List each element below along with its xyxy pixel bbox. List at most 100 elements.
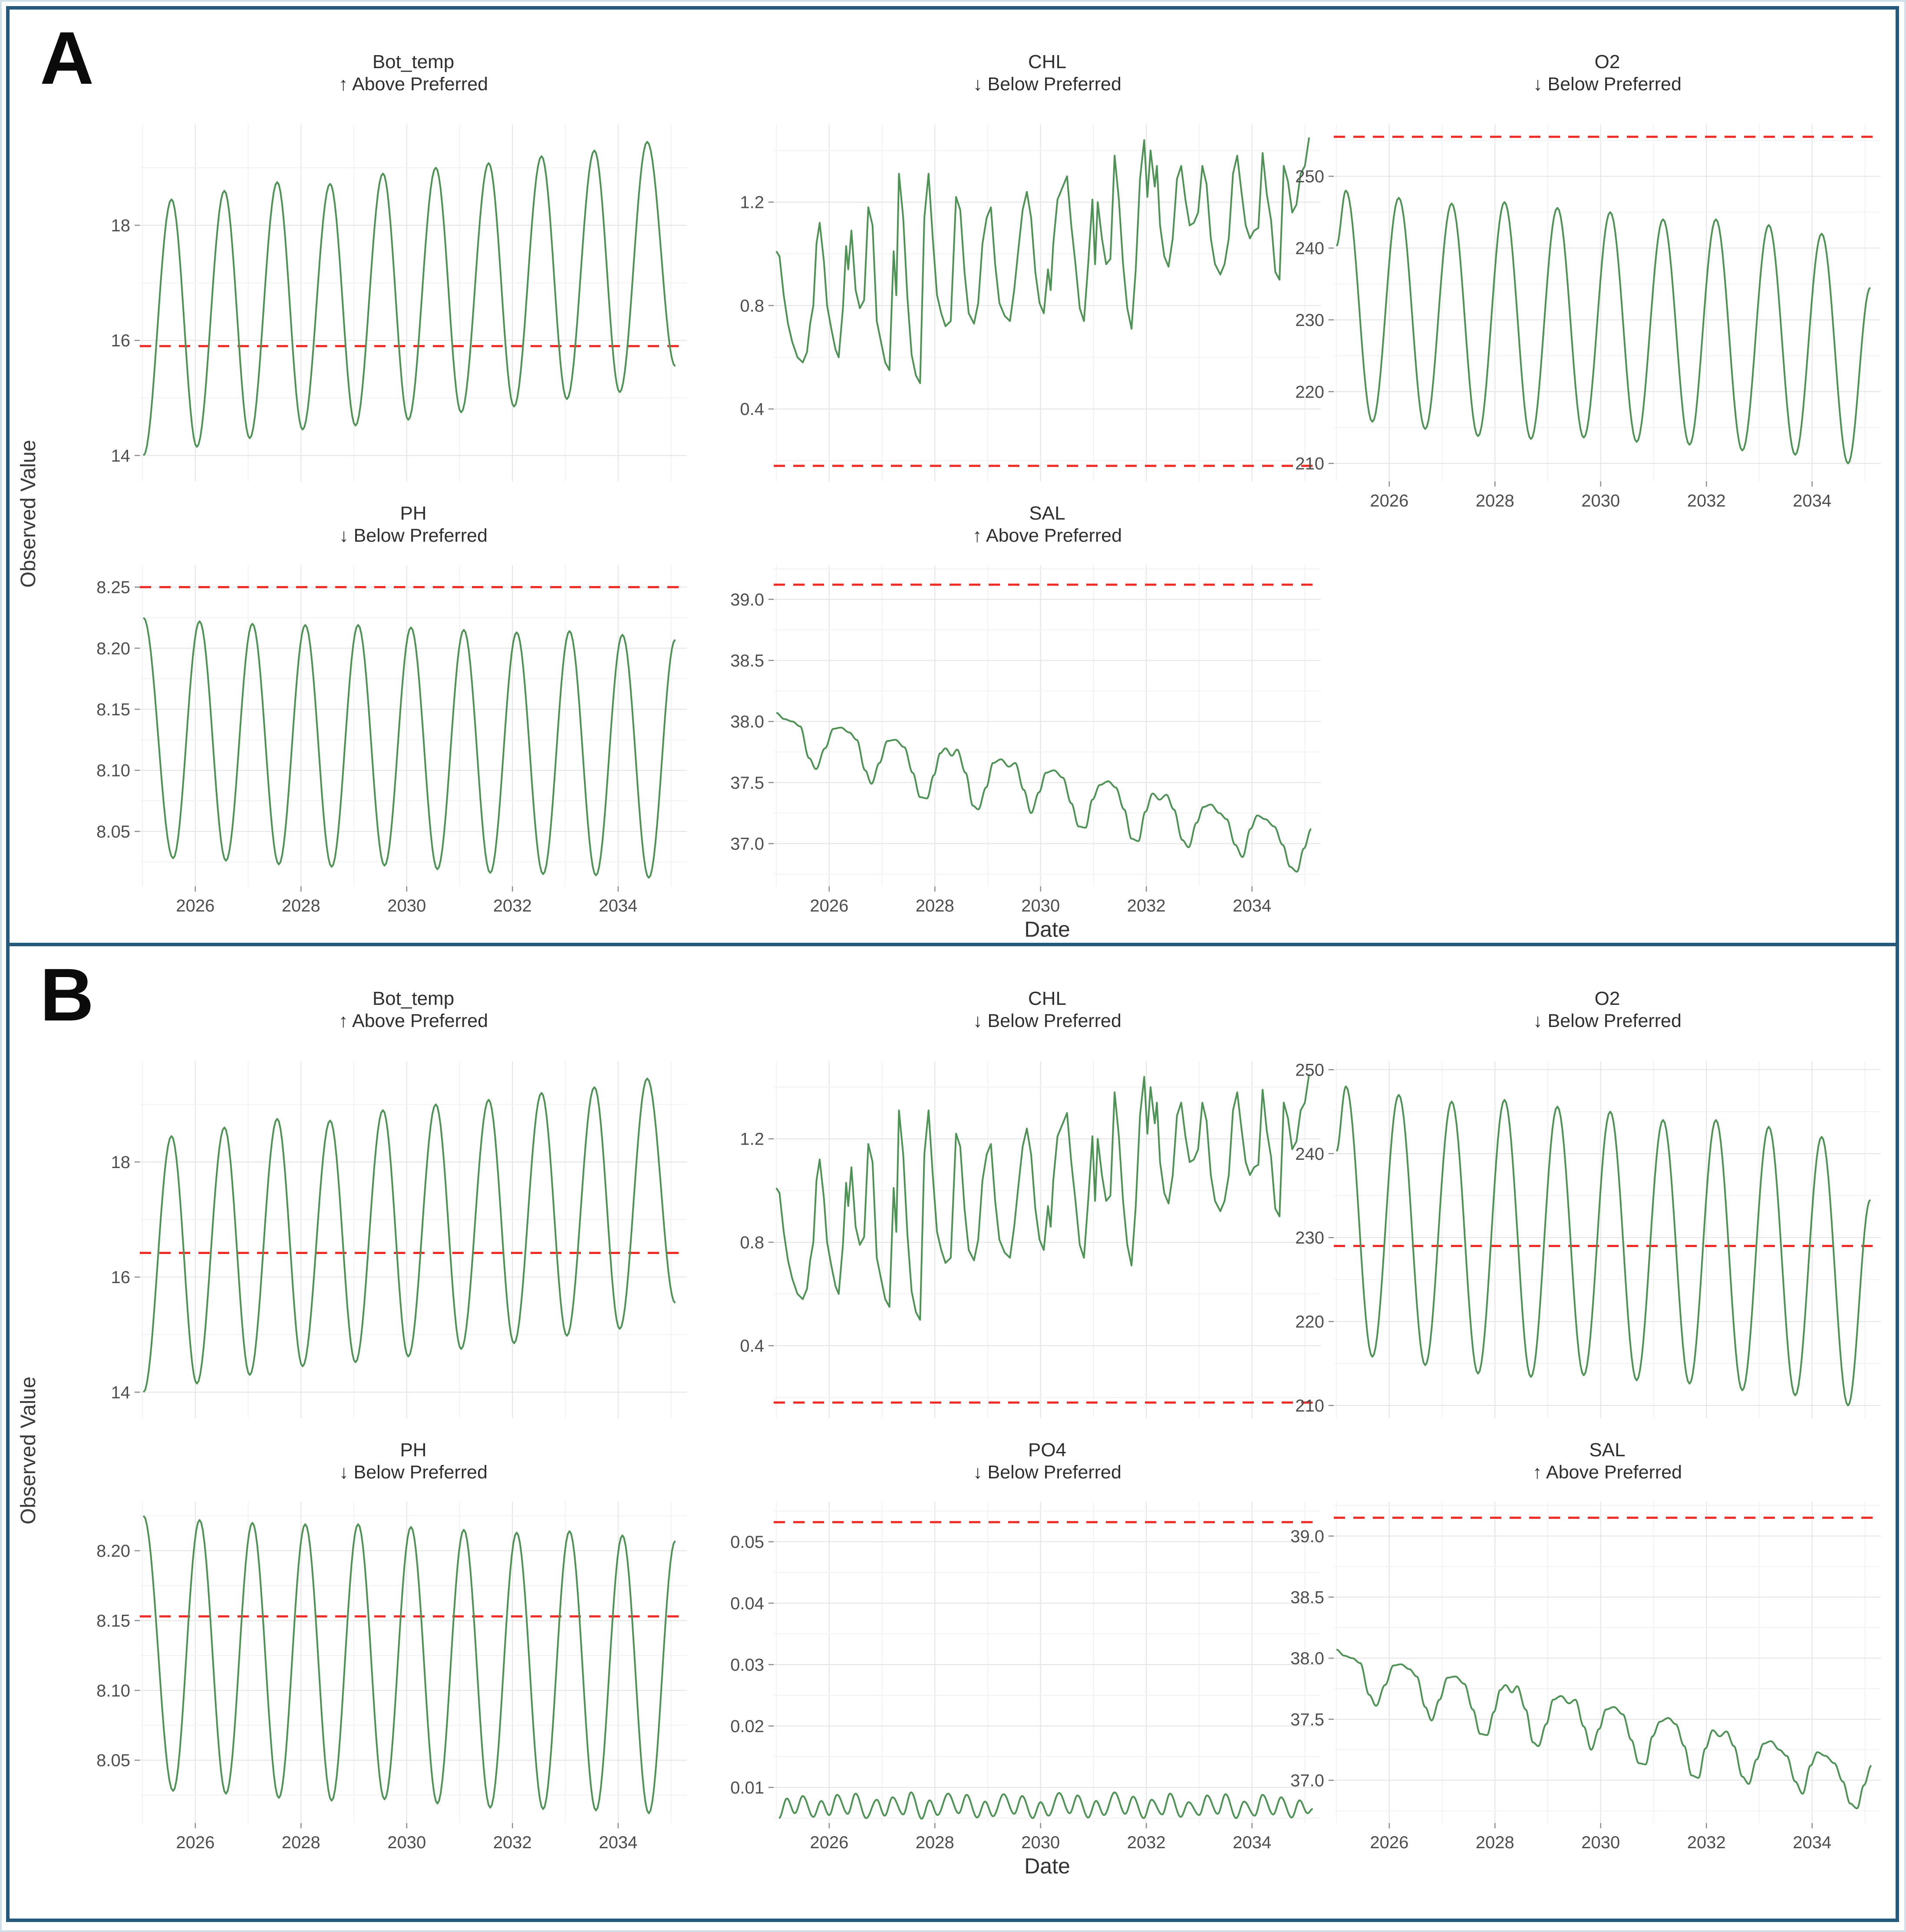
y-tick-label: 0.05 [730, 1533, 764, 1552]
chart-a-o2: 210 220 230 240 250 2026 2028 2030 2032 2034 [1295, 125, 1881, 510]
subplot-title-o2-b: O2 ↓ Below Preferred [1334, 987, 1881, 1032]
y-tick-label: 18 [111, 1153, 131, 1172]
series-line-o2 [1336, 1086, 1871, 1406]
subplot-threshold-direction-text: ↑ Above Preferred [972, 525, 1122, 546]
subplot-threshold-direction-text: ↑ Above Preferred [338, 1010, 488, 1031]
subplot-threshold-direction-text: ↑ Above Preferred [338, 73, 488, 95]
y-tick-label: 0.01 [730, 1778, 764, 1797]
y-tick-label: 8.15 [96, 1611, 130, 1630]
y-tick-label: 39.0 [1290, 1527, 1324, 1546]
y-tick-label: 37.5 [1290, 1710, 1324, 1729]
y-tick-label: 8.20 [96, 639, 130, 658]
y-tick-label: 8.10 [96, 761, 130, 780]
x-tick-label: 2026 [810, 896, 848, 915]
x-tick-label: 2028 [916, 896, 954, 915]
subplot-threshold-direction-text: ↓ Below Preferred [1533, 73, 1682, 95]
y-tick-label: 38.0 [730, 712, 764, 731]
subplot-title-text: CHL [1028, 988, 1067, 1009]
series-line-ph [142, 1515, 676, 1814]
panel-a-label: A [40, 16, 94, 100]
y-tick-label: 0.8 [740, 296, 764, 316]
x-tick-label: 2032 [1687, 491, 1726, 510]
chart-b-o2: 210 220 230 240 250 [1295, 1060, 1881, 1418]
x-tick-label: 2028 [282, 896, 320, 915]
series-line-sal [1336, 1649, 1872, 1810]
y-tick-label: 8.10 [96, 1681, 130, 1700]
subplot-threshold-direction-text: ↓ Below Preferred [339, 1461, 488, 1483]
y-tick-label: 14 [111, 446, 131, 465]
y-tick-label: 240 [1295, 1145, 1324, 1164]
subplot-title-po4-b: PO4 ↓ Below Preferred [774, 1439, 1321, 1484]
x-tick-label: 2030 [1021, 896, 1060, 915]
subplot-title-bot_temp-a: Bot_temp ↑ Above Preferred [140, 51, 687, 95]
subplot-threshold-direction-text: ↓ Below Preferred [1533, 1010, 1682, 1031]
y-tick-label: 38.5 [730, 651, 764, 670]
y-tick-label: 38.0 [1290, 1649, 1324, 1668]
y-axis-title-a: Observed Value [17, 440, 40, 588]
chart-a-sal: 37.0 37.5 38.0 38.5 39.0 2026 2028 2030 2032 2034 [730, 565, 1321, 915]
y-axis-title-b: Observed Value [17, 1376, 40, 1524]
y-tick-label: 240 [1295, 239, 1324, 258]
x-tick-label: 2034 [599, 896, 637, 915]
y-tick-label: 37.5 [730, 773, 764, 793]
chart-a-ph: 8.05 8.10 8.15 8.20 8.25 2026 2028 2030 2032 2034 [96, 565, 687, 915]
x-tick-label: 2026 [810, 1833, 848, 1852]
y-tick-label: 14 [111, 1383, 131, 1402]
y-tick-label: 1.2 [740, 193, 764, 212]
x-tick-label: 2026 [1370, 1833, 1408, 1852]
subplot-title-text: CHL [1028, 51, 1067, 72]
subplot-title-chl-a: CHL ↓ Below Preferred [774, 51, 1321, 95]
subplot-title-text: SAL [1029, 503, 1065, 524]
series-line-chl [775, 137, 1310, 384]
subplot-title-sal-b: SAL ↑ Above Preferred [1334, 1439, 1881, 1484]
y-tick-label: 16 [111, 331, 131, 350]
x-tick-label: 2026 [176, 896, 214, 915]
chart-b-ph: 8.05 8.10 8.15 8.20 2026 2028 2030 2032 2034 [96, 1502, 687, 1852]
x-tick-label: 2034 [1233, 896, 1271, 915]
subplot-title-ph-a: PH ↓ Below Preferred [140, 502, 687, 547]
x-tick-label: 2030 [387, 896, 426, 915]
y-tick-label: 250 [1295, 1060, 1324, 1080]
x-axis-title-a: Date [1024, 917, 1070, 941]
x-tick-label: 2026 [176, 1833, 214, 1852]
series-line-ph [142, 617, 676, 879]
x-tick-label: 2030 [1581, 491, 1620, 510]
subplot-title-text: SAL [1589, 1439, 1626, 1461]
x-tick-label: 2032 [493, 896, 532, 915]
y-tick-label: 8.20 [96, 1542, 130, 1561]
panel-b: B Observed Value Bot_temp ↑ Above Preferr… [6, 943, 1899, 1922]
x-tick-label: 2030 [1581, 1833, 1620, 1852]
series-line-chl [775, 1074, 1310, 1321]
subplot-threshold-direction-text: ↓ Below Preferred [973, 1461, 1121, 1483]
x-tick-label: 2030 [387, 1833, 426, 1852]
x-tick-label: 2032 [1127, 896, 1166, 915]
y-tick-label: 0.4 [740, 400, 764, 419]
series-line-bot_temp [142, 141, 676, 456]
x-tick-label: 2034 [1793, 1833, 1831, 1852]
subplot-title-text: O2 [1594, 51, 1620, 72]
subplot-title-text: Bot_temp [372, 988, 455, 1009]
subplot-title-ph-b: PH ↓ Below Preferred [140, 1439, 687, 1484]
subplot-title-text: Bot_temp [372, 51, 455, 72]
series-line-sal [776, 712, 1312, 873]
subplot-title-text: PH [400, 503, 427, 524]
subplot-title-chl-b: CHL ↓ Below Preferred [774, 987, 1321, 1032]
series-line-o2 [1336, 190, 1871, 464]
series-line-bot_temp [142, 1077, 676, 1393]
x-tick-label: 2028 [1476, 491, 1514, 510]
chart-a-chl: 0.4 0.8 1.2 [740, 125, 1321, 481]
x-tick-label: 2034 [1793, 491, 1831, 510]
y-tick-label: 37.0 [1290, 1771, 1324, 1790]
subplot-threshold-direction-text: ↓ Below Preferred [973, 73, 1121, 95]
y-tick-label: 0.02 [730, 1717, 764, 1736]
x-tick-label: 2028 [282, 1833, 320, 1852]
subplot-title-sal-a: SAL ↑ Above Preferred [774, 502, 1321, 547]
y-tick-label: 0.04 [730, 1594, 764, 1613]
x-tick-label: 2032 [1127, 1833, 1166, 1852]
x-tick-label: 2032 [493, 1833, 532, 1852]
series-line-po4 [778, 1791, 1313, 1820]
subplot-threshold-direction-text: ↓ Below Preferred [973, 1010, 1121, 1031]
y-tick-label: 0.8 [740, 1233, 764, 1252]
y-tick-label: 210 [1295, 1396, 1324, 1415]
